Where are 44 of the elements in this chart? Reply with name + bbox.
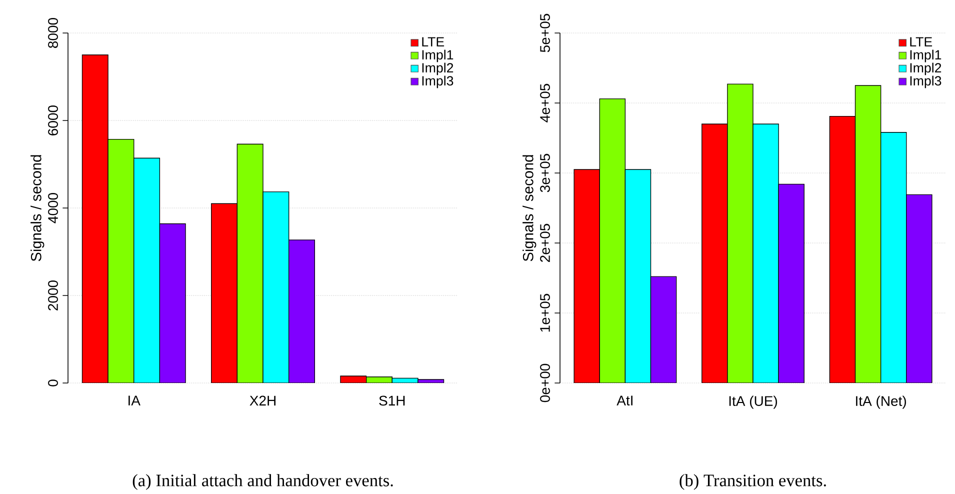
y-tick-label: 1e+05 <box>540 294 550 332</box>
bar <box>134 158 160 383</box>
legend-label: Impl2 <box>422 62 454 76</box>
legend-label: Impl2 <box>910 62 942 76</box>
x-tick-label: AtI <box>616 396 632 406</box>
y-tick-label: 5e+05 <box>540 14 550 52</box>
y-axis-title: Signals / second <box>522 155 536 261</box>
y-axis-title: Signals / second <box>30 155 44 261</box>
bar <box>288 239 315 383</box>
x-tick-label: X2H <box>250 396 276 406</box>
bar <box>599 98 626 383</box>
bar <box>880 132 907 383</box>
bar <box>236 144 264 383</box>
y-tick-label: 3e+05 <box>540 154 550 192</box>
bar <box>159 223 186 383</box>
bar <box>778 184 804 383</box>
bar <box>262 191 290 383</box>
text: (b) Transition events. <box>680 474 826 490</box>
legend-label: LTE <box>910 37 932 46</box>
bar <box>727 84 754 383</box>
legend-label: LTE <box>422 37 444 46</box>
y-tick-label: 2000 <box>48 280 58 310</box>
legend-label: Impl1 <box>910 50 942 62</box>
text: (a) Initial attach and handover events. <box>132 474 393 490</box>
x-tick-label: ItA (UE) <box>729 396 778 409</box>
legend-label: Impl1 <box>422 50 454 62</box>
x-tick-label: ItA (Net) <box>856 396 906 409</box>
bar <box>108 138 134 383</box>
y-tick-label: 0 <box>48 380 58 386</box>
bar <box>854 85 882 383</box>
x-tick-label: S1H <box>379 396 405 406</box>
bar <box>906 194 932 383</box>
bar <box>650 276 677 383</box>
y-tick-label: 6000 <box>48 105 58 136</box>
bar <box>752 124 779 383</box>
x-tick-label: IA <box>128 396 140 406</box>
bar <box>624 169 652 383</box>
y-tick-label: 8000 <box>48 18 58 48</box>
y-tick-label: 4000 <box>48 192 58 224</box>
y-tick-label: 2e+05 <box>540 224 550 262</box>
legend-label: Impl3 <box>422 76 454 88</box>
y-tick-label: 4e+05 <box>540 84 550 122</box>
legend-label: Impl3 <box>910 76 942 88</box>
y-tick-label: 0e+00 <box>540 364 550 402</box>
